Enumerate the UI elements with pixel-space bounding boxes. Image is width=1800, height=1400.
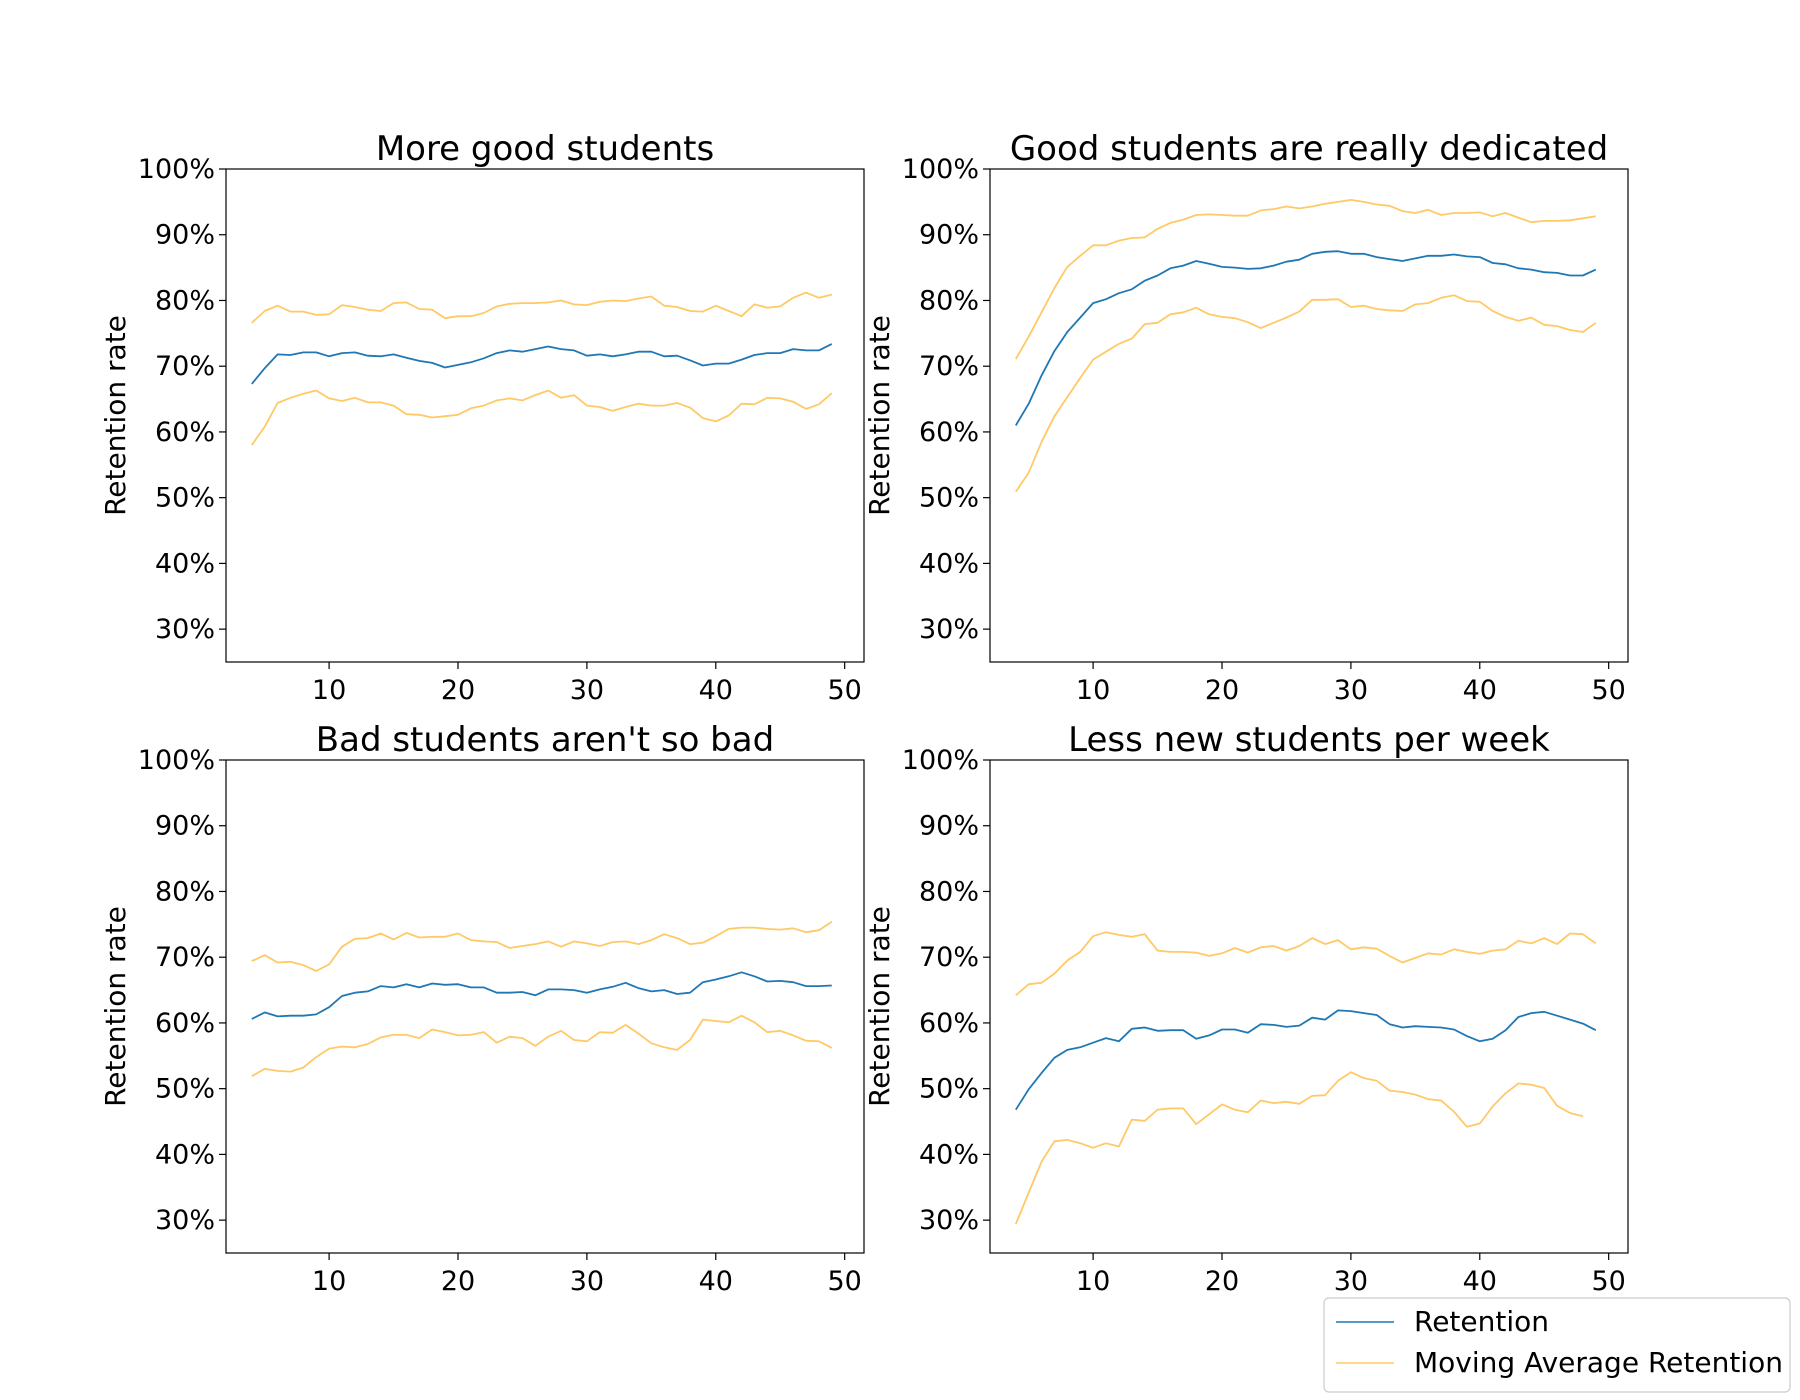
y-tick-label: 80%: [155, 285, 215, 316]
x-tick-label: 10: [312, 675, 346, 706]
plot-frame: [225, 168, 865, 663]
subplot-title: Bad students aren't so bad: [316, 720, 774, 760]
series-line-moving-average: [251, 291, 833, 324]
x-tick-label: 20: [1205, 1266, 1239, 1297]
subplot-3: Bad students aren't so bad Retention rate…: [99, 720, 865, 1297]
x-tick-label: 40: [699, 675, 733, 706]
legend: Retention Moving Average Retention: [1323, 1297, 1791, 1393]
x-tick-label: 20: [1205, 675, 1239, 706]
y-axis-label: Retention rate: [99, 315, 132, 516]
y-axis-label: Retention rate: [863, 906, 896, 1107]
x-tick-label: 30: [1334, 675, 1368, 706]
y-tick-label: 60%: [155, 1008, 215, 1039]
y-tick-label: 70%: [155, 942, 215, 973]
y-tick-label: 60%: [919, 417, 979, 448]
y-tick-label: 30%: [155, 1205, 215, 1236]
y-tick-label: 100%: [902, 745, 979, 776]
y-tick-label: 70%: [155, 351, 215, 382]
series-line-moving-average: [251, 389, 833, 446]
x-tick-label: 10: [1076, 675, 1110, 706]
y-tick-label: 100%: [138, 154, 215, 185]
series-line-moving-average: [1015, 931, 1597, 996]
y-tick-label: 50%: [919, 483, 979, 514]
x-tick-label: 20: [441, 1266, 475, 1297]
x-tick-label: 40: [699, 1266, 733, 1297]
x-tick-label: 20: [441, 675, 475, 706]
subplot-4: Less new students per week Retention rate…: [863, 720, 1629, 1297]
y-tick-label: 40%: [919, 548, 979, 579]
y-tick-label: 100%: [902, 154, 979, 185]
y-axis-label: Retention rate: [99, 906, 132, 1107]
series-line-moving-average: [251, 920, 833, 972]
y-tick-label: 70%: [919, 942, 979, 973]
y-tick-label: 40%: [155, 1139, 215, 1170]
series-line-moving-average: [251, 1014, 833, 1077]
y-tick-label: 60%: [919, 1008, 979, 1039]
series-line-moving-average: [1015, 294, 1597, 493]
y-tick-label: 80%: [919, 876, 979, 907]
x-tick-label: 50: [827, 675, 861, 706]
series-line-retention: [1015, 1009, 1597, 1111]
y-tick-label: 30%: [919, 1205, 979, 1236]
y-tick-label: 90%: [155, 220, 215, 251]
y-tick-label: 90%: [155, 811, 215, 842]
legend-frame: [1323, 1297, 1791, 1393]
y-tick-label: 50%: [155, 1074, 215, 1105]
y-tick-label: 30%: [155, 614, 215, 645]
x-tick-label: 30: [570, 675, 604, 706]
x-tick-label: 30: [570, 1266, 604, 1297]
y-tick-label: 50%: [155, 483, 215, 514]
y-tick-label: 80%: [155, 876, 215, 907]
subplot-title: Good students are really dedicated: [1010, 129, 1608, 169]
y-tick-label: 40%: [919, 1139, 979, 1170]
subplot-title: More good students: [376, 129, 714, 169]
x-tick-label: 50: [827, 1266, 861, 1297]
x-tick-label: 10: [1076, 1266, 1110, 1297]
y-tick-label: 100%: [138, 745, 215, 776]
plot-frame: [989, 168, 1629, 663]
legend-label-moving-average: Moving Average Retention: [1414, 1346, 1783, 1379]
subplot-1: More good students Retention rate 30% 40% 50…: [99, 129, 865, 706]
y-tick-label: 40%: [155, 548, 215, 579]
x-tick-label: 40: [1463, 675, 1497, 706]
legend-label-retention: Retention: [1414, 1305, 1549, 1338]
y-tick-label: 50%: [919, 1074, 979, 1105]
y-axis-label: Retention rate: [863, 315, 896, 516]
subplot-2: Good students are really dedicated Retent…: [863, 129, 1629, 706]
subplot-title: Less new students per week: [1068, 720, 1550, 760]
x-tick-label: 30: [1334, 1266, 1368, 1297]
y-tick-label: 70%: [919, 351, 979, 382]
y-tick-label: 90%: [919, 220, 979, 251]
x-tick-label: 10: [312, 1266, 346, 1297]
series-line-retention: [251, 971, 832, 1020]
x-tick-label: 40: [1463, 1266, 1497, 1297]
series-line-moving-average: [1014, 1071, 1584, 1225]
series-line-retention: [251, 343, 833, 385]
plot-frame: [225, 759, 865, 1254]
x-tick-label: 50: [1591, 1266, 1625, 1297]
y-tick-label: 30%: [919, 614, 979, 645]
y-tick-label: 80%: [919, 285, 979, 316]
plot-frame: [989, 759, 1629, 1254]
series-line-moving-average: [1015, 198, 1596, 360]
y-tick-label: 60%: [155, 417, 215, 448]
y-tick-label: 90%: [919, 811, 979, 842]
x-tick-label: 50: [1591, 675, 1625, 706]
series-line-retention: [1015, 250, 1597, 426]
